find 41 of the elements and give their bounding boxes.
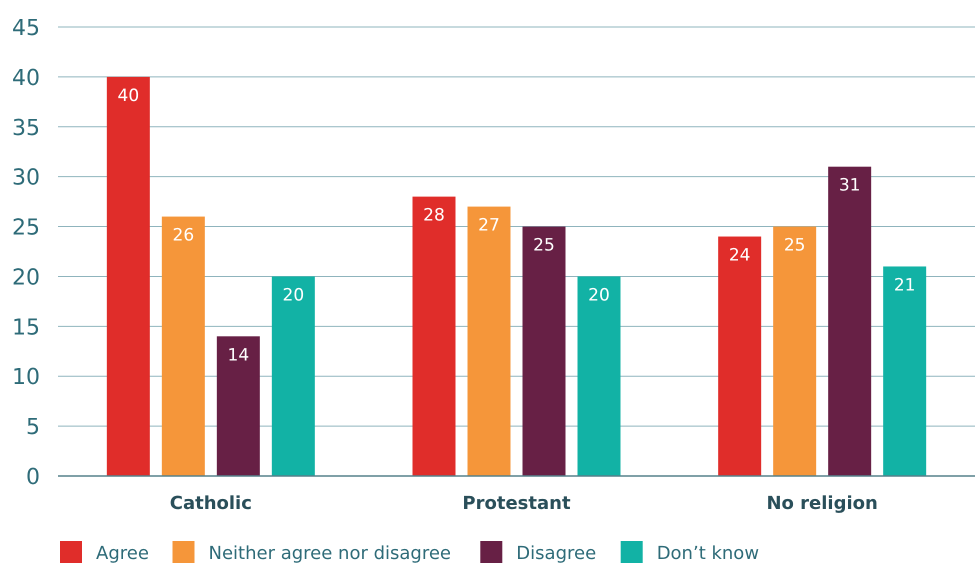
data-label: 20 [588,285,610,306]
bar [522,226,566,476]
y-tick-label: 45 [12,16,40,41]
bar [412,196,456,476]
bar [216,336,260,476]
bar [162,216,205,476]
data-label: 28 [423,206,445,226]
legend-label: Agree [96,543,149,564]
y-tick-label: 5 [26,415,40,440]
data-label: 20 [282,285,304,306]
data-label: 31 [838,176,860,196]
bar [578,276,620,476]
y-tick-label: 35 [12,116,40,141]
bar [468,206,510,476]
data-label: 26 [172,226,194,246]
y-tick-label: 10 [12,365,40,390]
data-label: 40 [118,86,140,106]
bar [828,166,872,476]
y-tick-label: 20 [12,265,40,290]
bar [718,236,762,476]
legend-label: Neither agree nor disagree [208,543,451,564]
y-tick-label: 25 [12,216,40,241]
x-tick-label: Catholic [170,493,252,514]
data-label: 21 [894,275,916,296]
y-tick-label: 30 [12,166,40,191]
bar [106,76,150,476]
bar [272,276,315,476]
legend-label: Disagree [516,543,596,564]
data-label: 25 [533,236,555,256]
data-label: 27 [478,216,500,236]
data-label: 25 [784,236,806,256]
x-tick-label: Protestant [462,493,571,514]
bar [883,266,926,476]
y-tick-label: 15 [12,315,40,340]
y-tick-label: 40 [12,66,40,91]
legend-label: Don’t know [656,543,760,564]
x-tick-label: No religion [766,493,878,514]
data-label: 24 [728,246,750,266]
y-tick-label: 0 [26,465,40,490]
bar [773,226,816,476]
data-label: 14 [228,345,250,366]
